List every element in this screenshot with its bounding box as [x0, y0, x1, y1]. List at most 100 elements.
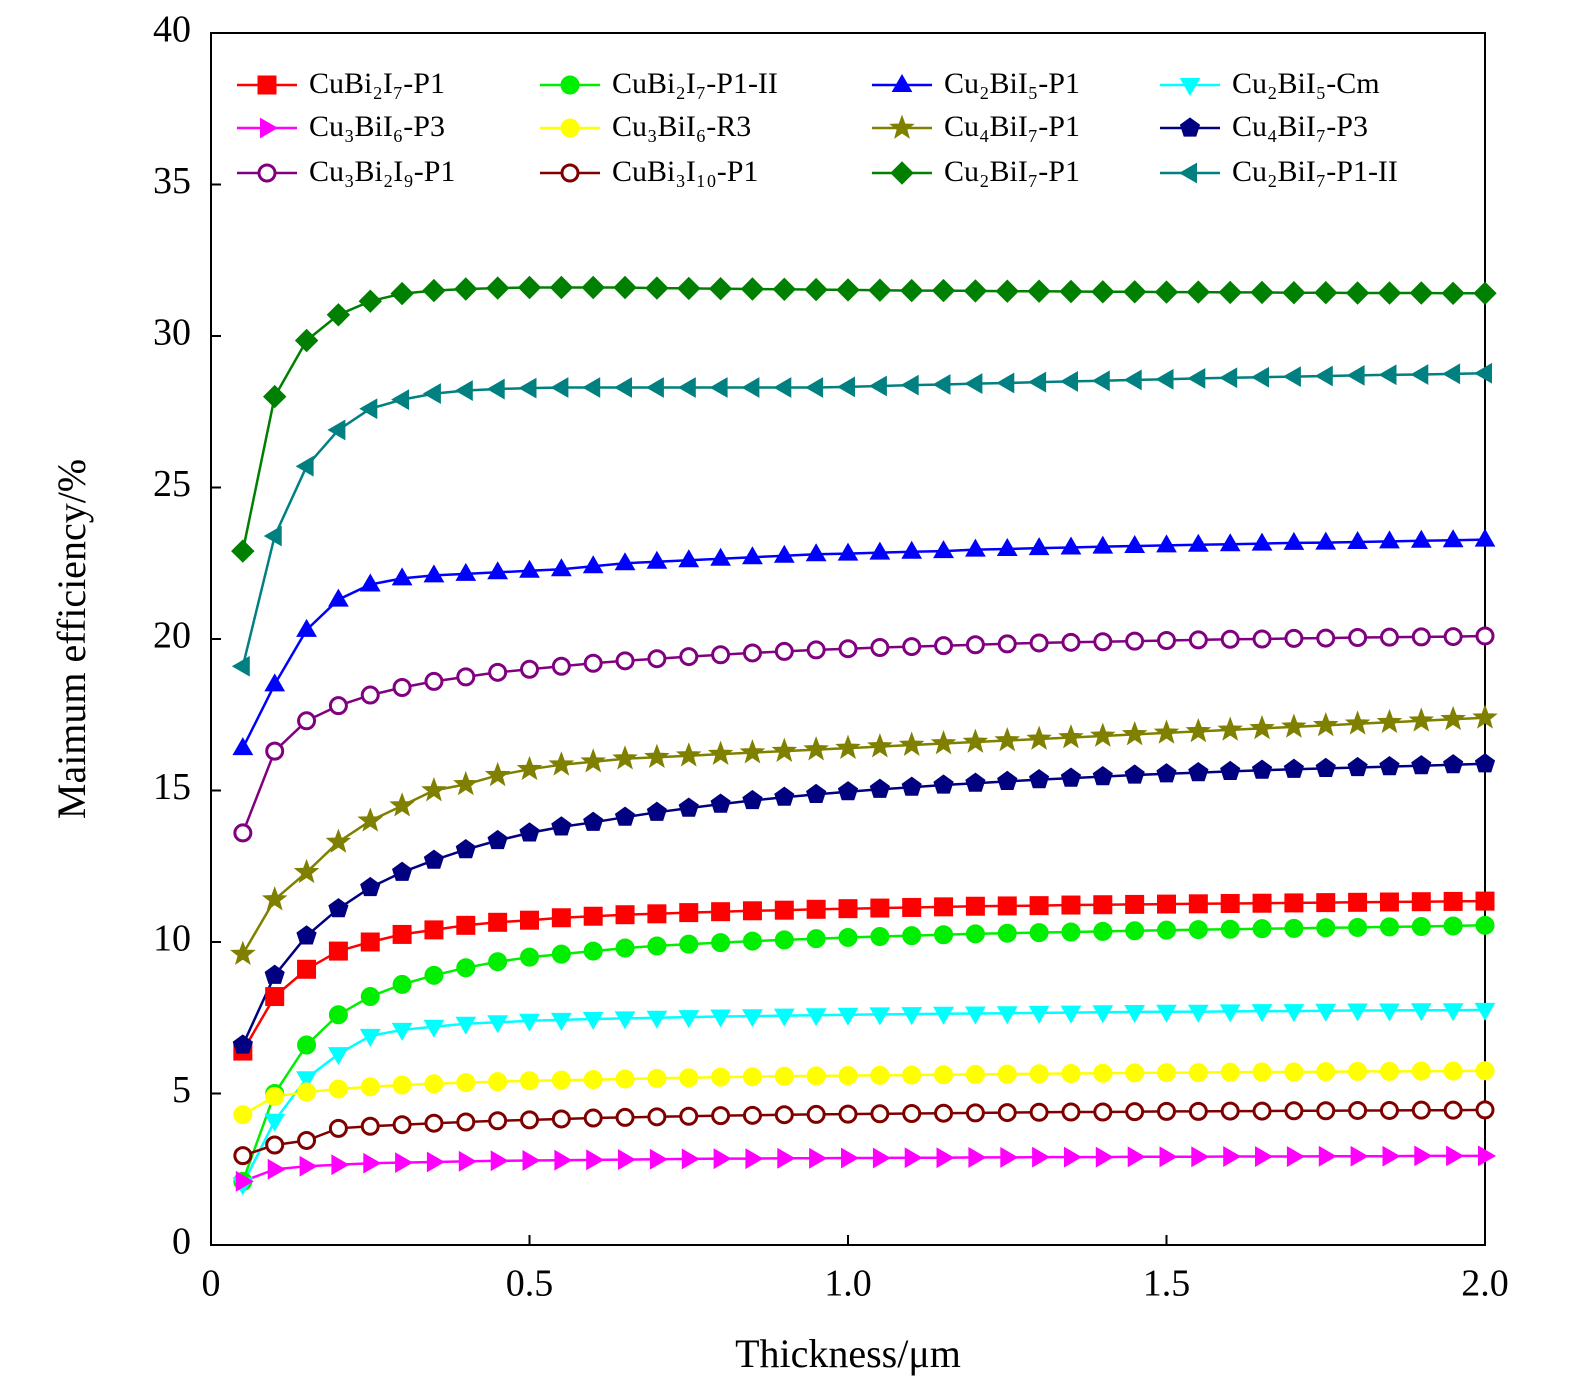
marker [1316, 1101, 1336, 1121]
marker [297, 1035, 317, 1055]
legend-marker [257, 163, 277, 183]
y-tick-label: 20 [153, 615, 191, 657]
marker [1443, 754, 1464, 774]
marker [806, 1104, 826, 1124]
marker [679, 934, 699, 954]
marker [900, 374, 919, 396]
marker [932, 374, 951, 395]
marker [583, 1070, 603, 1090]
x-tick-label: 1.5 [1143, 1263, 1191, 1305]
marker [867, 733, 893, 758]
marker [1061, 922, 1081, 942]
marker [1064, 1146, 1082, 1168]
marker [421, 777, 447, 802]
legend-marker [560, 163, 580, 183]
marker [644, 743, 670, 769]
marker [677, 276, 701, 301]
marker [1220, 629, 1240, 649]
marker [518, 377, 537, 399]
marker [996, 538, 1018, 556]
marker [804, 277, 828, 302]
marker [902, 1065, 922, 1085]
marker [1473, 281, 1497, 306]
marker [391, 1022, 413, 1041]
marker [520, 947, 539, 967]
legend-label: Cu₃BiI₆-R3 [612, 110, 751, 143]
marker [1347, 1003, 1368, 1022]
x-tick-label: 0 [202, 1263, 221, 1305]
marker [1382, 1145, 1401, 1167]
marker [1217, 716, 1243, 741]
marker [395, 1152, 414, 1173]
marker [1346, 365, 1365, 386]
marker [554, 1149, 573, 1171]
marker [583, 1108, 603, 1128]
marker [1157, 1063, 1176, 1083]
legend-marker [1179, 78, 1201, 97]
marker [456, 1073, 476, 1093]
marker [359, 398, 378, 420]
marker [997, 923, 1017, 943]
marker [1376, 708, 1403, 734]
x-axis-label: Thickness/μm [735, 1331, 961, 1376]
marker [1223, 1146, 1242, 1167]
marker [1220, 1101, 1240, 1121]
marker [837, 1007, 859, 1026]
marker [836, 278, 860, 302]
marker [1027, 279, 1051, 303]
y-axis-label: Maimum efficiency/% [49, 459, 94, 819]
marker [1250, 366, 1269, 388]
marker [422, 278, 446, 303]
marker [997, 1103, 1017, 1123]
marker [1284, 893, 1304, 913]
marker [261, 886, 288, 911]
marker [646, 550, 668, 569]
marker [520, 659, 539, 679]
marker [1379, 627, 1399, 647]
x-tick-label: 2.0 [1461, 1263, 1509, 1305]
marker [391, 389, 410, 411]
marker [646, 1010, 668, 1029]
marker [1251, 1004, 1273, 1023]
marker [965, 1006, 986, 1025]
marker [1442, 529, 1464, 548]
marker [931, 278, 956, 303]
marker [1348, 917, 1368, 937]
marker [870, 927, 890, 947]
marker [1091, 370, 1110, 392]
marker [1220, 1062, 1240, 1082]
marker [774, 641, 794, 661]
marker [424, 1074, 444, 1094]
marker [1156, 763, 1177, 783]
marker [296, 618, 317, 637]
marker [838, 639, 858, 659]
marker [456, 958, 476, 978]
marker [1252, 893, 1272, 913]
marker [964, 373, 983, 394]
marker [710, 793, 731, 813]
marker [1186, 280, 1211, 304]
marker [551, 1070, 571, 1090]
marker [1316, 918, 1336, 938]
marker [711, 1067, 731, 1087]
marker [328, 1047, 349, 1066]
marker [678, 797, 699, 817]
marker [1093, 921, 1113, 941]
legend-label: CuBi₂I₇-P1-II [612, 67, 778, 100]
legend-marker [889, 114, 915, 139]
marker [1060, 371, 1078, 392]
marker [423, 1019, 445, 1038]
marker [1029, 768, 1050, 789]
marker [774, 1066, 794, 1086]
marker [520, 1071, 539, 1091]
marker [708, 276, 733, 301]
marker [1410, 364, 1429, 385]
marker [647, 936, 667, 956]
marker [1377, 281, 1402, 305]
marker [296, 925, 317, 945]
marker [325, 828, 352, 853]
marker [996, 1006, 1018, 1025]
legend-marker [560, 75, 580, 95]
marker [1316, 1062, 1336, 1082]
marker [1155, 368, 1174, 390]
